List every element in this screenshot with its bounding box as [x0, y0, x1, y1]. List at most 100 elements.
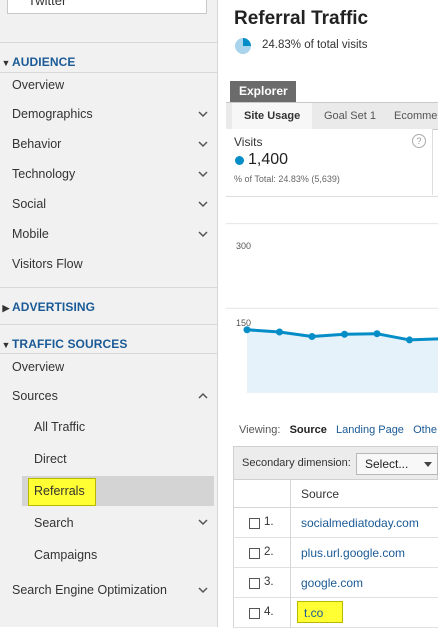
tab-goal-set-1[interactable]: Goal Set 1: [324, 110, 376, 122]
chevron-down-icon[interactable]: [198, 229, 208, 239]
chart-svg: [226, 223, 438, 393]
percent-of-total: 24.83% of total visits: [262, 39, 368, 51]
row-number: 1.: [264, 516, 274, 528]
sidebar-item-mobile[interactable]: Mobile: [12, 227, 49, 241]
column-divider: [290, 598, 291, 628]
sidebar-item-demographics[interactable]: Demographics: [12, 107, 93, 121]
y-tick-label: 150: [236, 318, 252, 328]
column-divider: [290, 568, 291, 598]
table-row: 4. t.co: [233, 598, 438, 628]
table-header: Source: [233, 480, 438, 508]
chevron-down-icon[interactable]: [198, 199, 208, 209]
data-point: [308, 333, 316, 341]
data-point: [406, 336, 413, 344]
page-title: Referral Traffic: [234, 8, 369, 29]
tab-site-usage[interactable]: Site Usage: [232, 103, 313, 129]
row-number: 4.: [264, 606, 274, 618]
source-link[interactable]: t.co: [304, 606, 324, 620]
table-row: 3. google.com: [233, 568, 438, 598]
section-advertising[interactable]: ▶ ADVERTISING: [0, 300, 95, 314]
tab-ecommerce[interactable]: Ecommer: [394, 110, 438, 122]
secondary-dimension-label: Secondary dimension:: [242, 457, 351, 469]
section-label: TRAFFIC SOURCES: [12, 337, 128, 351]
sidebar-item-referrals[interactable]: Referrals: [34, 484, 85, 498]
data-point: [276, 328, 283, 336]
visits-chart: 300 150: [226, 196, 438, 409]
table-row: 2. plus.url.google.com: [233, 538, 438, 568]
chevron-up-icon[interactable]: [198, 391, 208, 401]
column-divider: [290, 508, 291, 538]
chevron-down-icon[interactable]: [198, 585, 208, 595]
metric-tabs: Site Usage Goal Set 1 Ecommer: [226, 102, 438, 130]
y-tick-label: 300: [236, 241, 252, 251]
source-link[interactable]: google.com: [301, 576, 364, 590]
chevron-down-icon[interactable]: [198, 517, 208, 527]
viewing-source[interactable]: Source: [289, 424, 327, 436]
source-link[interactable]: plus.url.google.com: [301, 546, 406, 560]
highlight-marker: [28, 478, 96, 506]
help-icon[interactable]: ?: [412, 134, 426, 148]
divider: [0, 324, 217, 325]
sidebar-item-behavior[interactable]: Behavior: [12, 137, 62, 151]
sidebar-item-direct[interactable]: Direct: [34, 452, 67, 466]
series-area: [247, 329, 438, 393]
sidebar: Twitter ▼ AUDIENCE Overview Demographics …: [0, 0, 218, 627]
divider: [0, 287, 217, 288]
metric-panel[interactable]: Visits ? 1,400 % of Total: 24.83% (5,639…: [226, 129, 433, 195]
highlight-marker: [297, 601, 343, 623]
triangle-down-icon: ▼: [1, 58, 11, 68]
sidebar-item-campaigns[interactable]: Campaigns: [34, 548, 98, 562]
column-divider: [290, 480, 291, 508]
divider: [0, 353, 217, 354]
search-input[interactable]: Twitter: [7, 0, 207, 14]
row-checkbox[interactable]: [249, 518, 260, 529]
sidebar-item-social[interactable]: Social: [12, 197, 47, 211]
divider: [0, 42, 217, 43]
viewing-label: Viewing:: [239, 424, 281, 436]
series-line: [246, 328, 438, 342]
section-audience[interactable]: ▼ AUDIENCE: [0, 55, 75, 69]
section-label: ADVERTISING: [12, 300, 96, 314]
tab-explorer[interactable]: Explorer: [230, 81, 296, 102]
sidebar-item-traffic-overview[interactable]: Overview: [12, 360, 65, 374]
column-header-source[interactable]: Source: [301, 487, 340, 501]
row-number: 2.: [264, 546, 274, 558]
sidebar-item-sources[interactable]: Sources: [12, 389, 58, 403]
viewing-other[interactable]: Othe: [413, 424, 437, 436]
triangle-right-icon: ▶: [2, 303, 10, 313]
table-row: 1. socialmediatoday.com: [233, 508, 438, 538]
row-number: 3.: [264, 576, 274, 588]
chevron-down-icon[interactable]: [198, 169, 208, 179]
divider: [0, 72, 217, 73]
sidebar-item-overview[interactable]: Overview: [12, 78, 65, 92]
series-dot-icon: [235, 156, 244, 165]
source-link[interactable]: socialmediatoday.com: [301, 516, 419, 530]
chevron-down-icon[interactable]: [198, 139, 208, 149]
sidebar-item-all-traffic[interactable]: All Traffic: [34, 420, 86, 434]
sidebar-item-technology[interactable]: Technology: [12, 167, 76, 181]
viewing-row: Viewing: Source Landing Page Othe: [239, 424, 437, 436]
sidebar-item-seo[interactable]: Search Engine Optimization: [12, 583, 167, 597]
triangle-down-icon: ▼: [1, 340, 11, 350]
pie-chart-icon: [234, 37, 252, 55]
column-divider: [290, 538, 291, 568]
section-label: AUDIENCE: [12, 55, 76, 69]
data-point: [341, 330, 348, 338]
metric-value: 1,400: [248, 151, 289, 168]
data-point: [243, 326, 251, 334]
secondary-dimension-bar: Secondary dimension: Select...: [233, 446, 438, 480]
data-point: [373, 330, 381, 338]
caret-down-icon: [424, 462, 432, 467]
secondary-dimension-select[interactable]: Select...: [356, 453, 438, 475]
metric-percent-of-total: % of Total: 24.83% (5,639): [234, 174, 340, 184]
metric-label: Visits: [234, 135, 263, 149]
section-traffic-sources[interactable]: ▼ TRAFFIC SOURCES: [0, 337, 128, 351]
row-checkbox[interactable]: [249, 578, 260, 589]
row-checkbox[interactable]: [249, 548, 260, 559]
sidebar-item-visitors-flow[interactable]: Visitors Flow: [12, 257, 83, 271]
select-value: Select...: [365, 457, 409, 471]
sidebar-item-search[interactable]: Search: [34, 516, 74, 530]
viewing-landing-page[interactable]: Landing Page: [336, 424, 404, 436]
chevron-down-icon[interactable]: [198, 109, 208, 119]
row-checkbox[interactable]: [249, 608, 260, 619]
